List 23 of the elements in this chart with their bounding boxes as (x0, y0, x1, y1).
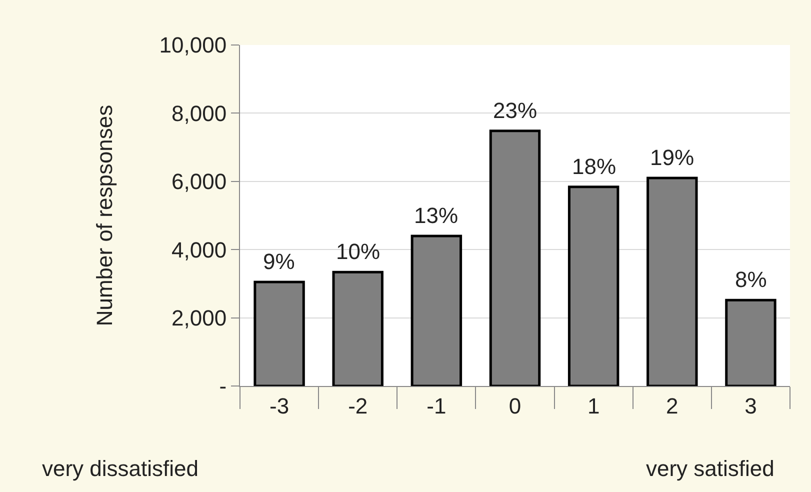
annotation: 13% (414, 203, 458, 228)
annotation: 19% (650, 145, 694, 170)
x-tick-label: 1 (587, 393, 600, 418)
x-tick-label: -1 (426, 393, 446, 418)
text: very satisfied (646, 456, 774, 481)
text: very dissatisfied (42, 456, 199, 481)
annotation: 9% (263, 249, 295, 274)
y-tick-label: - (219, 374, 227, 399)
y-tick-label: 4,000 (172, 237, 227, 262)
annotation: 23% (493, 98, 538, 123)
x-tick-label: 2 (666, 393, 678, 418)
x-tick-label: 0 (508, 393, 522, 418)
y-tick-label: 10,000 (159, 32, 227, 58)
y-tick-label: 2,000 (172, 306, 227, 330)
annotation: 10% (336, 239, 380, 264)
x-tick-label: -3 (270, 393, 290, 418)
x-tick-label: -2 (348, 393, 368, 418)
y-tick-label: 8,000 (172, 100, 227, 126)
x-tick-label: 3 (744, 393, 757, 418)
y-tick-label: 6,000 (172, 169, 227, 194)
annotation: 18% (572, 154, 616, 179)
annotation: 8% (735, 267, 767, 292)
y-axis-title: Number of respsonses (92, 104, 118, 326)
